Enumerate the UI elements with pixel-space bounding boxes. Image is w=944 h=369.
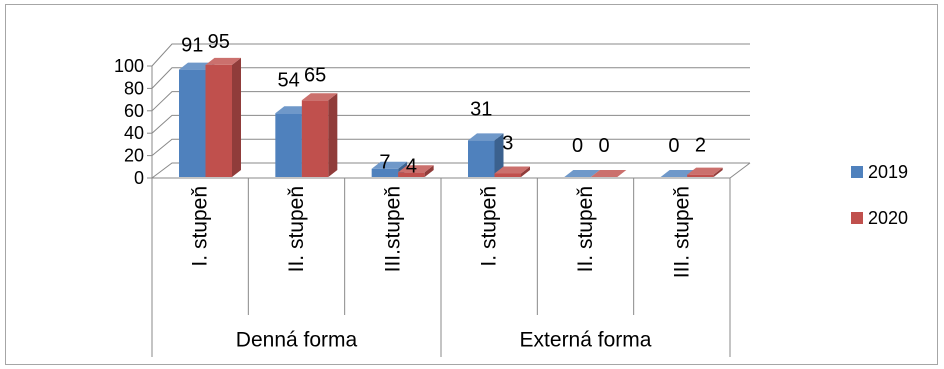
value-tick-label: 60	[124, 101, 144, 121]
data-label: 0	[599, 135, 610, 157]
value-tick-label: 100	[114, 56, 144, 76]
data-label: 2	[695, 135, 706, 157]
legend-item: 2020	[851, 208, 908, 228]
category-label: II. stupeň	[285, 186, 308, 272]
bar-top	[205, 57, 241, 65]
data-label: 4	[406, 155, 417, 177]
category-label: III. stupeň	[670, 186, 693, 278]
bar-front	[301, 100, 329, 177]
bar-top	[494, 166, 530, 174]
bar-top	[398, 165, 434, 173]
category-group-label: Externá forma	[520, 329, 652, 352]
gridline	[151, 91, 750, 112]
value-tick-label: 0	[134, 168, 144, 188]
data-label: 0	[668, 135, 679, 157]
value-tick-label: 40	[124, 123, 144, 143]
category-label: I. stupeň	[478, 186, 501, 267]
bar-front	[398, 172, 425, 177]
legend-label: 2019	[868, 162, 908, 182]
legend-swatch	[851, 166, 863, 178]
bar	[468, 133, 504, 177]
bar-side	[232, 57, 241, 177]
gridline	[151, 162, 750, 179]
gridline	[151, 138, 750, 156]
data-label: 7	[379, 152, 390, 174]
bar-top	[564, 170, 600, 177]
legend-label: 2020	[868, 208, 908, 228]
bar-top	[590, 170, 627, 177]
chart-border	[5, 4, 938, 365]
data-label: 31	[470, 98, 492, 120]
data-label: 91	[181, 35, 203, 57]
bar-front	[205, 64, 232, 177]
bar	[398, 165, 434, 177]
gridline	[151, 67, 750, 89]
bar-series	[179, 57, 723, 178]
bar-top	[468, 133, 504, 141]
bar	[590, 170, 627, 177]
category-group-label: Denná forma	[236, 329, 358, 352]
bar-front	[371, 168, 399, 177]
legend-item: 2019	[851, 162, 908, 182]
bar-front	[179, 69, 206, 177]
data-label: 3	[502, 132, 513, 154]
data-label: 65	[304, 64, 326, 86]
category-label: I. stupeň	[189, 186, 212, 267]
bar-top	[371, 161, 408, 169]
category-label: III.stupeň	[381, 186, 404, 272]
category-label: II. stupeň	[574, 186, 597, 272]
data-label: 0	[572, 135, 583, 157]
gridline	[151, 43, 750, 67]
value-tick-label: 20	[124, 146, 144, 166]
bar-front	[468, 140, 495, 177]
category-axis: I. stupeň II. stupeň III.stupeň I. stupeň II…	[151, 178, 731, 357]
bar	[205, 57, 241, 177]
bar	[494, 166, 530, 177]
bar	[301, 93, 338, 177]
bar-side	[521, 166, 530, 177]
data-label: 95	[208, 31, 230, 53]
legend-swatch	[851, 212, 863, 224]
bar-side	[328, 93, 338, 177]
legend: 2019 2020	[851, 162, 908, 228]
bar-side	[424, 165, 434, 177]
bar	[564, 170, 600, 177]
bar-front	[687, 174, 714, 177]
bar-side	[494, 133, 504, 177]
bar-side	[713, 167, 723, 177]
gridline	[151, 114, 750, 134]
bar-top	[687, 167, 723, 175]
data-label: 54	[277, 69, 299, 91]
bar-front	[275, 113, 302, 177]
bar-top	[301, 93, 338, 101]
value-tick-label: 80	[124, 78, 144, 98]
bar-front	[494, 173, 521, 177]
bar	[687, 167, 723, 177]
